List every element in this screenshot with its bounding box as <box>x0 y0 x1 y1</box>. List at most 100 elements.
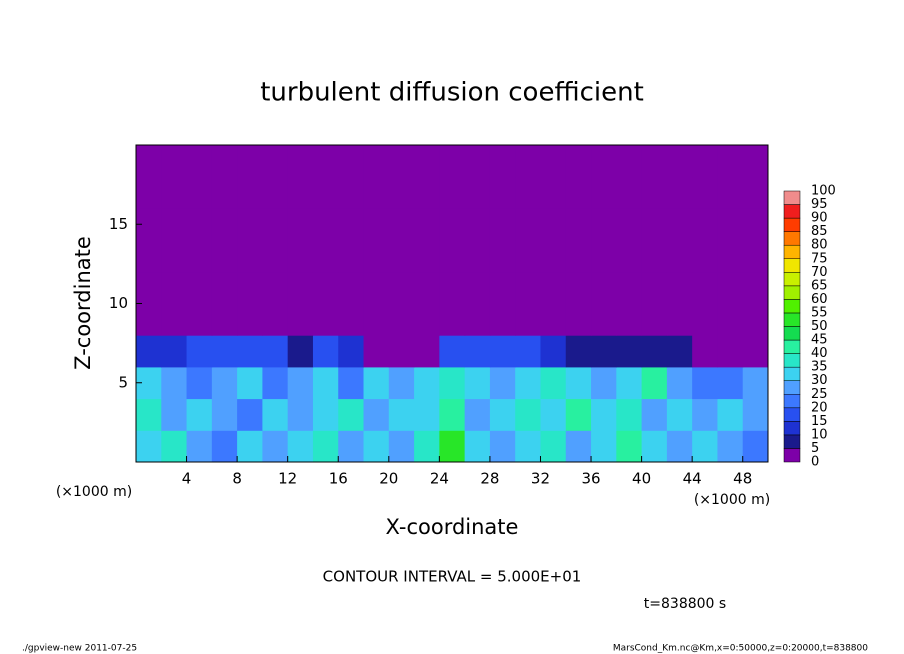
colorbar-swatch <box>783 258 801 273</box>
heatmap-cell <box>161 240 188 273</box>
heatmap-cell <box>515 398 541 431</box>
heatmap-cell <box>161 398 188 431</box>
colorbar-swatch <box>783 380 801 395</box>
heatmap-cell <box>489 271 516 304</box>
colorbar-swatch <box>783 434 801 449</box>
colorbar-label: 45 <box>811 333 828 348</box>
heatmap-cell <box>237 208 263 241</box>
heatmap-cell <box>312 335 339 368</box>
heatmap-cell <box>186 208 213 241</box>
heatmap-cell <box>616 271 643 304</box>
heatmap-cell <box>515 145 541 178</box>
heatmap-cell <box>186 176 213 209</box>
colorbar-swatch <box>783 204 801 219</box>
heatmap-cell <box>742 366 769 400</box>
heatmap-cell <box>591 303 617 336</box>
heatmap-cell <box>338 335 365 368</box>
heatmap-cell <box>515 271 541 304</box>
heatmap-cell <box>591 240 617 273</box>
heatmap-cell <box>363 208 390 241</box>
heatmap-cell <box>186 240 213 273</box>
heatmap-cell <box>287 240 314 273</box>
x-tick-label: 8 <box>232 470 242 488</box>
y-tick-label: 10 <box>109 294 128 312</box>
heatmap-cell <box>666 240 693 273</box>
heatmap-cell <box>616 430 643 463</box>
heatmap-cell <box>414 208 440 241</box>
heatmap-cell <box>717 430 744 463</box>
heatmap-cell <box>717 271 744 304</box>
heatmap-cell <box>262 398 289 431</box>
heatmap-cell <box>237 303 263 336</box>
x-tick-label: 36 <box>581 470 600 488</box>
heatmap-cell <box>489 366 516 400</box>
heatmap-cell <box>515 176 541 209</box>
heatmap-cell <box>666 303 693 336</box>
heatmap-cell <box>717 145 744 178</box>
heatmap-cell <box>692 240 718 273</box>
heatmap-cell <box>414 176 440 209</box>
heatmap-cell <box>136 335 162 368</box>
heatmap-cell <box>464 176 491 209</box>
heatmap-cell <box>692 176 718 209</box>
heatmap-cell <box>338 208 365 241</box>
heatmap-cell <box>262 366 289 400</box>
heatmap-cell <box>742 208 769 241</box>
heatmap-cell <box>338 366 365 400</box>
colorbar-label: 55 <box>811 305 828 320</box>
heatmap-cell <box>262 208 289 241</box>
heatmap-cell <box>540 271 567 304</box>
heatmap-cell <box>312 366 339 400</box>
heatmap-cell <box>262 271 289 304</box>
heatmap-cell <box>312 176 339 209</box>
heatmap-cell <box>692 145 718 178</box>
heatmap-cell <box>641 430 668 463</box>
heatmap-cell <box>641 366 668 400</box>
heatmap-cell <box>616 335 643 368</box>
heatmap-cell <box>287 335 314 368</box>
x-tick-label: 12 <box>278 470 297 488</box>
heatmap-cell <box>388 398 415 431</box>
colorbar-swatch <box>783 285 801 300</box>
heatmap-cell <box>742 303 769 336</box>
heatmap-cell <box>211 271 238 304</box>
colorbar-swatch <box>783 217 801 232</box>
colorbar-label: 70 <box>811 265 828 280</box>
heatmap-cell <box>464 303 491 336</box>
heatmap-cell <box>287 303 314 336</box>
x-tick-label: 24 <box>430 470 449 488</box>
heatmap-cell <box>616 208 643 241</box>
heatmap-cell <box>287 176 314 209</box>
heatmap-cell <box>489 335 516 368</box>
colorbar-swatch <box>783 190 801 205</box>
colorbar-swatch <box>783 353 801 368</box>
heatmap-cell <box>388 240 415 273</box>
heatmap-cell <box>262 303 289 336</box>
heatmap-cell <box>186 398 213 431</box>
heatmap-cell <box>742 335 769 368</box>
heatmap-cell <box>464 145 491 178</box>
heatmap-cell <box>237 366 263 400</box>
heatmap-cell <box>439 335 466 368</box>
colorbar-label: 5 <box>811 441 819 456</box>
heatmap-cell <box>717 398 744 431</box>
colorbar-label: 40 <box>811 346 828 361</box>
heatmap-cell <box>515 240 541 273</box>
heatmap-cell <box>464 398 491 431</box>
heatmap-cell <box>211 335 238 368</box>
heatmap-cell <box>464 335 491 368</box>
heatmap-cell <box>262 240 289 273</box>
heatmap-cell <box>363 271 390 304</box>
heatmap-cell <box>666 208 693 241</box>
heatmap-cell <box>540 430 567 463</box>
heatmap-cell <box>540 145 567 178</box>
heatmap-cell <box>211 145 238 178</box>
heatmap-cell <box>388 303 415 336</box>
heatmap-cell <box>312 430 339 463</box>
colorbar-label: 25 <box>811 387 828 402</box>
heatmap-cell <box>692 271 718 304</box>
heatmap-cell <box>666 271 693 304</box>
heatmap-cell <box>565 176 592 209</box>
colorbar-label: 85 <box>811 224 828 239</box>
